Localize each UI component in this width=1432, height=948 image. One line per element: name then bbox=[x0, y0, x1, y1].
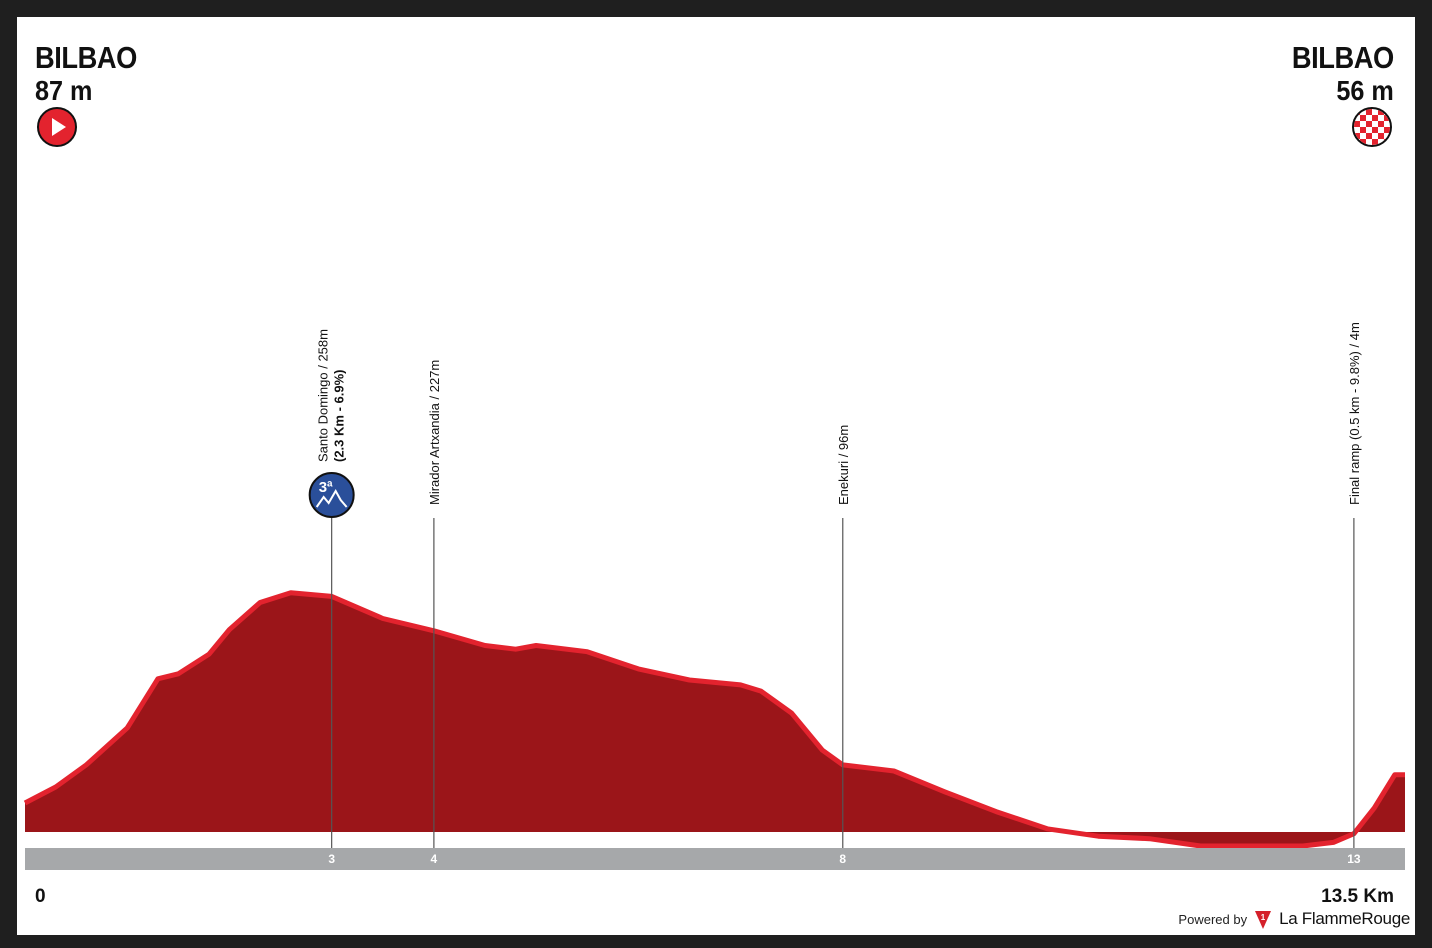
finish-city: BILBAO bbox=[1292, 40, 1394, 75]
start-city: BILBAO bbox=[35, 40, 137, 75]
annotation-label: Mirador Artxandia / 227m bbox=[427, 360, 442, 505]
brand-name: La FlammeRouge bbox=[1279, 909, 1410, 928]
distance-end-label: 13.5 Km bbox=[1321, 886, 1394, 907]
km-tick-label: 3 bbox=[328, 852, 335, 866]
powered-by-text: Powered by bbox=[1178, 911, 1248, 927]
annotation-label: Final ramp (0.5 km - 9.8%) / 4m bbox=[1347, 322, 1362, 505]
flamme-rouge-logo-icon: 1 bbox=[1255, 911, 1272, 929]
play-icon bbox=[37, 107, 77, 147]
km-tick-label: 13 bbox=[1347, 852, 1361, 866]
annotation-label: Enekuri / 96m bbox=[836, 425, 851, 505]
start-altitude: 87 m bbox=[35, 75, 93, 106]
annotation-label: Santo Domingo / 258m bbox=[316, 329, 331, 462]
annotation-detail: (2.3 Km - 6.9%) bbox=[332, 370, 347, 462]
svg-text:1: 1 bbox=[1261, 913, 1266, 922]
km-axis-bar bbox=[25, 848, 1405, 870]
km-tick-label: 4 bbox=[431, 852, 438, 866]
finish-altitude: 56 m bbox=[1336, 75, 1394, 106]
elevation-edge-line bbox=[23, 590, 1405, 849]
km-tick-label: 8 bbox=[839, 852, 846, 866]
mountain-category-icon: 3ª bbox=[308, 472, 355, 518]
elevation-area bbox=[25, 592, 1405, 846]
climb-category-label: 3ª bbox=[319, 479, 333, 496]
powered-by: Powered by 1 La FlammeRouge bbox=[1178, 909, 1410, 929]
distance-start-label: 0 bbox=[35, 886, 46, 907]
